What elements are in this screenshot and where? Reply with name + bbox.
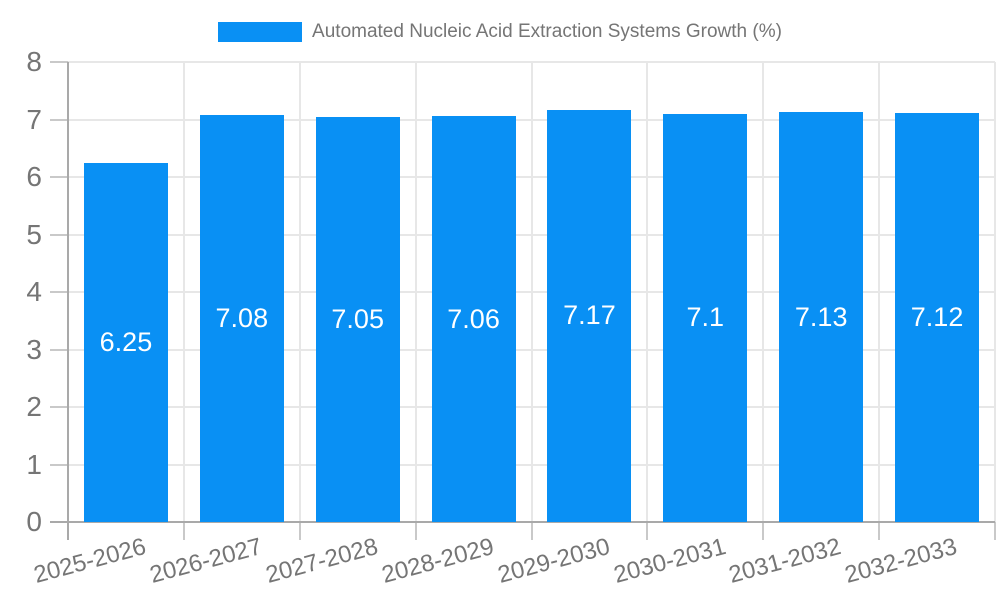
- bar: 7.05: [315, 116, 400, 522]
- bar: 7.1: [663, 113, 748, 522]
- x-axis-tick: [414, 522, 417, 540]
- y-axis-tick-label: 2: [26, 391, 42, 422]
- bar: 7.17: [547, 109, 632, 522]
- y-axis-tick-label: 6: [26, 161, 42, 192]
- bar: 6.25: [83, 162, 168, 522]
- y-axis-tick: [50, 61, 68, 63]
- v-gridline: [298, 62, 301, 522]
- y-axis-tick: [50, 348, 68, 351]
- x-axis-tick-label: 2029-2030: [494, 533, 613, 589]
- chart-legend[interactable]: Automated Nucleic Acid Extraction System…: [0, 12, 1000, 52]
- x-axis-tick: [994, 522, 996, 540]
- y-axis-tick-label: 3: [26, 333, 42, 365]
- y-axis-tick-label: 8: [26, 46, 42, 77]
- y-axis-tick-label: 1: [26, 448, 42, 480]
- y-axis-tick-label: 4: [26, 276, 42, 307]
- x-axis-tick: [646, 522, 649, 540]
- x-axis-tick: [530, 522, 533, 540]
- x-axis-tick-label: 2031-2032: [726, 533, 845, 589]
- v-gridline: [762, 62, 765, 522]
- bar: 7.12: [895, 112, 980, 522]
- bar-value-label: 6.25: [99, 326, 153, 357]
- x-axis-line: [50, 521, 995, 523]
- x-axis-tick: [762, 522, 765, 540]
- v-gridline: [414, 62, 417, 522]
- y-axis-tick: [50, 118, 68, 121]
- bar: 7.08: [199, 114, 284, 522]
- legend-swatch: [218, 22, 303, 42]
- bar-value-label: 7.13: [794, 301, 848, 332]
- bar-value-label: 7.08: [215, 302, 269, 333]
- bar-value-label: 7.17: [563, 300, 616, 331]
- bar-value-label: 7.12: [910, 301, 964, 332]
- legend-label: Automated Nucleic Acid Extraction System…: [312, 21, 782, 42]
- bar: 7.13: [779, 112, 864, 522]
- bar: 7.06: [431, 116, 516, 522]
- v-gridline: [530, 62, 533, 522]
- y-axis-tick: [50, 176, 68, 178]
- y-axis-tick: [50, 463, 68, 466]
- y-axis-tick: [50, 291, 68, 293]
- v-gridline: [646, 62, 649, 522]
- y-axis-tick-label: 7: [26, 103, 42, 135]
- y-axis-tick: [50, 233, 68, 236]
- y-axis-line: [67, 62, 69, 540]
- x-axis-tick-label: 2030-2031: [610, 533, 729, 589]
- v-gridline: [182, 62, 185, 522]
- bar-value-label: 7.1: [686, 302, 725, 333]
- v-gridline: [878, 62, 881, 522]
- x-axis-tick-label: 2027-2028: [262, 533, 381, 589]
- bar-value-label: 7.05: [331, 303, 384, 334]
- v-gridline: [994, 62, 996, 522]
- y-axis-tick-label: 0: [26, 506, 42, 537]
- y-axis-tick-label: 5: [26, 218, 42, 250]
- x-axis-tick-label: 2025-2026: [31, 533, 149, 589]
- x-axis-tick-label: 2026-2027: [146, 533, 265, 589]
- x-axis-tick-label: 2028-2029: [378, 533, 497, 589]
- y-axis-tick: [50, 406, 68, 408]
- x-axis-tick: [298, 522, 301, 540]
- bar-value-label: 7.06: [447, 303, 500, 334]
- x-axis-tick: [182, 522, 185, 540]
- x-axis-tick-label: 2032-2033: [842, 533, 961, 589]
- x-axis-tick: [878, 522, 881, 540]
